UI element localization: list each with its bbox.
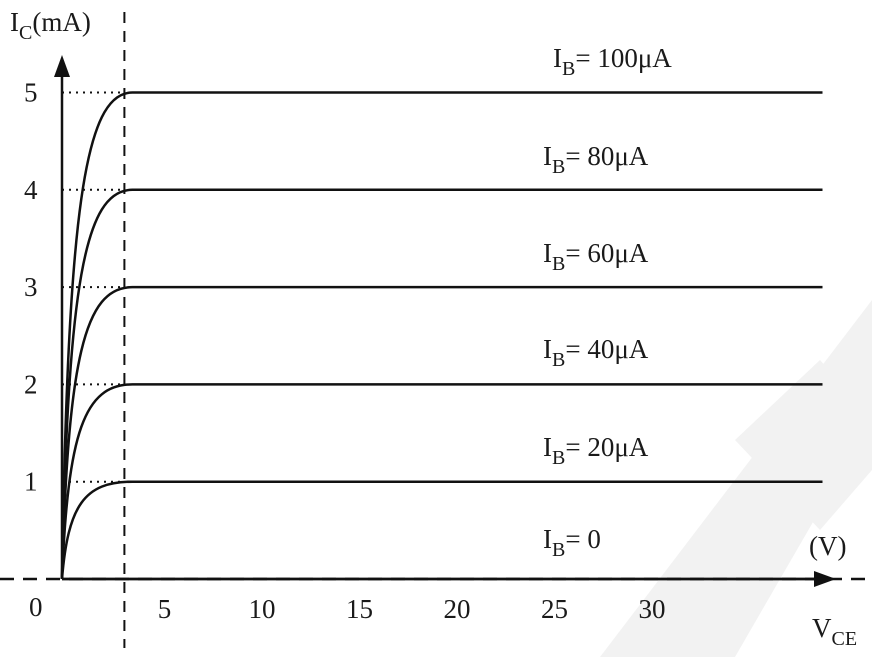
x-axis-title-sub: CE: [832, 628, 858, 650]
curve-ib-1: [60, 480, 823, 580]
curve-label-5: IB= 100μA: [553, 43, 672, 80]
curve-label-subscript: B: [552, 539, 565, 561]
x-tick-label-15: 15: [346, 594, 373, 624]
curve-label-subscript: B: [552, 253, 565, 275]
curve-label-symbol: I: [543, 238, 552, 268]
y-tick-label-5: 5: [24, 78, 38, 108]
y-tick-label-1: 1: [24, 467, 38, 497]
curve-label-0: IB= 0: [543, 524, 601, 561]
x-tick-label-20: 20: [444, 594, 471, 624]
curve-label-subscript: B: [562, 58, 575, 80]
origin-label: 0: [29, 592, 43, 622]
curve-label-symbol: I: [543, 334, 552, 364]
curve-label-value: = 60μA: [565, 238, 648, 268]
y-axis-title-unit: (mA): [32, 7, 90, 37]
x-tick-label-25: 25: [541, 594, 568, 624]
guide-lines: [62, 12, 126, 648]
curve-label-3: IB= 60μA: [543, 238, 649, 275]
curve-label-2: IB= 40μA: [543, 334, 649, 371]
x-tick-label-10: 10: [249, 594, 276, 624]
curve-label-symbol: I: [543, 432, 552, 462]
x-axis-title-main: V: [812, 613, 832, 643]
y-tick-label-2: 2: [24, 369, 38, 399]
curve-label-symbol: I: [553, 43, 562, 73]
y-axis-title: IC(mA): [10, 7, 91, 44]
curve-ib-5: [60, 91, 823, 580]
watermark-stroke-left: [735, 360, 872, 530]
curve-label-value: = 80μA: [565, 141, 648, 171]
x-tick-label-30: 30: [639, 594, 666, 624]
curve-label-value: = 100μA: [575, 43, 672, 73]
x-axis-unit: (V): [809, 531, 846, 561]
curves: [60, 91, 823, 581]
y-axis-title-main: I: [10, 7, 19, 37]
curve-label-value: = 0: [565, 524, 600, 554]
curve-label-symbol: I: [543, 141, 552, 171]
curve-label-subscript: B: [552, 156, 565, 178]
curve-label-subscript: B: [552, 349, 565, 371]
watermark-shape: [600, 300, 872, 657]
curve-label-value: = 20μA: [565, 432, 648, 462]
y-axis-arrowhead: [54, 55, 70, 77]
curve-label-4: IB= 80μA: [543, 141, 649, 178]
x-axis-arrowhead: [814, 571, 836, 587]
y-tick-label-3: 3: [24, 272, 38, 302]
curve-label-value: = 40μA: [565, 334, 648, 364]
y-axis-title-sub: C: [19, 22, 32, 44]
y-tick-label-4: 4: [24, 175, 38, 205]
curve-label-1: IB= 20μA: [543, 432, 649, 469]
x-tick-label-5: 5: [158, 594, 172, 624]
tick-labels: 1 2 3 4 5 5 10 15 20 25 30: [24, 78, 666, 625]
curve-label-subscript: B: [552, 447, 565, 469]
curve-label-symbol: I: [543, 524, 552, 554]
x-axis-title: VCE: [812, 613, 857, 650]
